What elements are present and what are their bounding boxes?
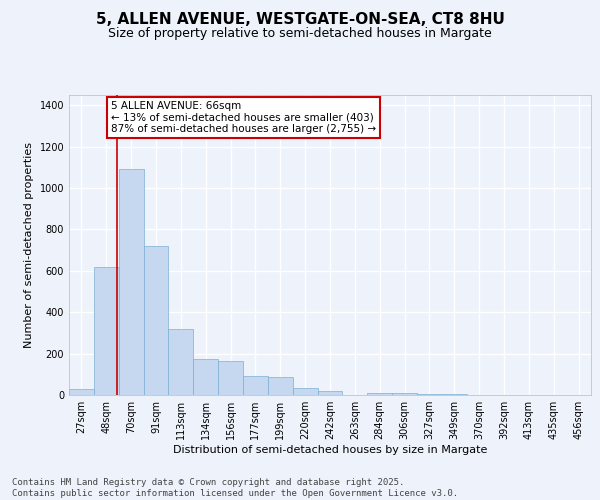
Bar — [119, 170, 143, 395]
Bar — [417, 394, 442, 395]
Bar — [367, 393, 392, 395]
Bar — [442, 394, 467, 395]
Bar — [392, 393, 417, 395]
Bar — [243, 376, 268, 395]
Bar — [193, 359, 218, 395]
Y-axis label: Number of semi-detached properties: Number of semi-detached properties — [24, 142, 34, 348]
Bar — [69, 389, 94, 395]
Text: Contains HM Land Registry data © Crown copyright and database right 2025.
Contai: Contains HM Land Registry data © Crown c… — [12, 478, 458, 498]
Bar — [143, 246, 169, 395]
Bar — [293, 388, 317, 395]
Bar — [268, 378, 293, 395]
Text: 5 ALLEN AVENUE: 66sqm
← 13% of semi-detached houses are smaller (403)
87% of sem: 5 ALLEN AVENUE: 66sqm ← 13% of semi-deta… — [111, 101, 376, 134]
X-axis label: Distribution of semi-detached houses by size in Margate: Distribution of semi-detached houses by … — [173, 445, 487, 455]
Bar — [94, 266, 119, 395]
Text: 5, ALLEN AVENUE, WESTGATE-ON-SEA, CT8 8HU: 5, ALLEN AVENUE, WESTGATE-ON-SEA, CT8 8H… — [95, 12, 505, 28]
Bar — [218, 361, 243, 395]
Bar — [169, 329, 193, 395]
Text: Size of property relative to semi-detached houses in Margate: Size of property relative to semi-detach… — [108, 28, 492, 40]
Bar — [317, 391, 343, 395]
